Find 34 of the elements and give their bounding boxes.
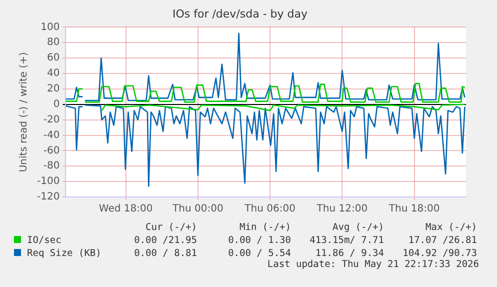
text: 104.92 /90.73 <box>402 248 477 260</box>
y-tick-label: 100 <box>40 22 60 33</box>
y-tick-label: -120 <box>36 192 60 203</box>
y-tick-label: 0 <box>53 98 60 110</box>
text: 0.00 / 1.30 <box>227 235 291 248</box>
text: Max (-/+) <box>424 222 477 235</box>
y-tick-label: 80 <box>46 37 60 48</box>
y-tick-label: 60 <box>46 52 60 64</box>
text: Cur (-/+) <box>144 222 197 235</box>
chart-title: IOs for /dev/sda - by day <box>172 7 308 20</box>
x-tick-label: Thu 00:00 <box>172 204 224 215</box>
y-axis-title: Units read (-) / write (+) <box>18 52 30 172</box>
text: 0.00 /21.95 <box>133 235 197 248</box>
y-tick-label: -40 <box>43 130 60 141</box>
x-tick-label: Thu 12:00 <box>316 204 368 215</box>
text: 17.07 /26.81 <box>407 235 477 248</box>
text: 0.00 / 5.54 <box>227 248 291 260</box>
y-tick-label: 20 <box>46 84 60 95</box>
y-tick-label: -100 <box>36 176 60 188</box>
text: Avg (-/+) <box>332 222 384 235</box>
text: Min (-/+) <box>238 222 291 235</box>
legend-label: IO/sec <box>26 235 62 248</box>
x-tick-label: Wed 18:00 <box>98 204 153 215</box>
y-tick-label: -80 <box>43 160 60 172</box>
text: Last update: Thu May 21 22:17:33 2026 <box>267 259 479 270</box>
text: 0.00 / 8.81 <box>133 248 197 261</box>
y-tick-label: 40 <box>46 68 60 80</box>
x-tick-label: Thu 18:00 <box>388 204 440 215</box>
text: 413.15m/ 7.71 <box>308 235 384 248</box>
y-tick-label: -60 <box>43 145 60 156</box>
legend-label: Req Size (KB) <box>26 248 102 261</box>
x-tick-label: Thu 06:00 <box>244 204 296 215</box>
text: 11.86 / 9.34 <box>314 248 384 260</box>
y-tick-label: -20 <box>43 114 60 126</box>
